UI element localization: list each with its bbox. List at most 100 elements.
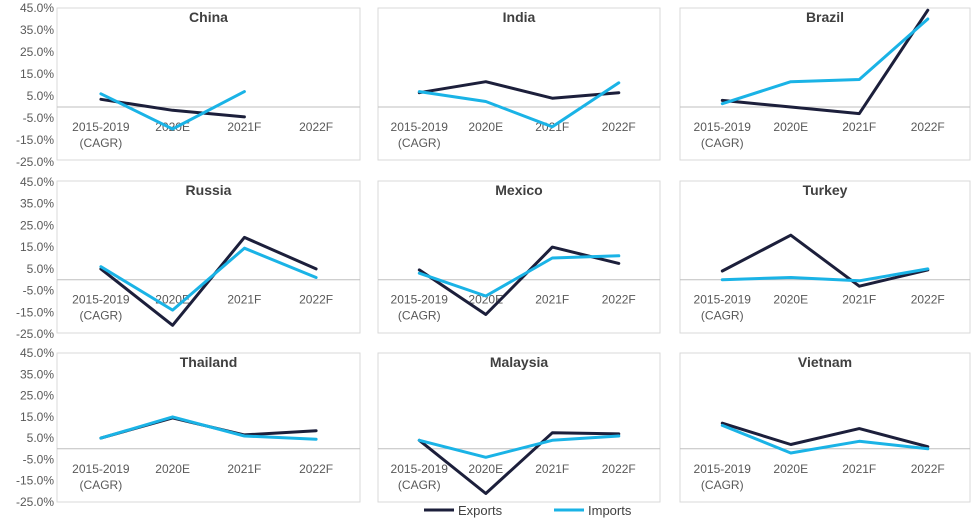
series-line-exports bbox=[417, 245, 621, 316]
x-tick-label: 2020E bbox=[468, 462, 503, 476]
x-tick-label: 2021F bbox=[227, 462, 261, 476]
x-tick-label: 2021F bbox=[535, 293, 569, 307]
y-tick-label: 45.0% bbox=[20, 346, 54, 360]
y-tick-label: -25.0% bbox=[16, 155, 54, 169]
series-line-imports bbox=[99, 415, 318, 441]
series-line-imports bbox=[417, 434, 621, 459]
x-tick-label: 2022F bbox=[911, 293, 945, 307]
panel-title: Thailand bbox=[180, 354, 238, 370]
x-tick-label: 2022F bbox=[299, 120, 333, 134]
panel-title: Malaysia bbox=[490, 354, 549, 370]
series-line-exports bbox=[99, 235, 318, 327]
x-tick-label: 2021F bbox=[535, 462, 569, 476]
legend-label-exports: Exports bbox=[458, 503, 503, 518]
panel-border bbox=[56, 352, 361, 503]
x-tick-label: 2021F bbox=[227, 293, 261, 307]
series-line-imports bbox=[417, 254, 621, 298]
x-tick-label: (CAGR) bbox=[701, 136, 744, 150]
y-tick-label: 25.0% bbox=[20, 389, 54, 403]
x-tick-label: 2022F bbox=[602, 120, 636, 134]
x-tick-label: 2015-2019 bbox=[694, 462, 752, 476]
y-tick-label: 35.0% bbox=[20, 23, 54, 37]
legend-label-imports: Imports bbox=[588, 503, 632, 518]
panel-border bbox=[377, 7, 661, 161]
y-tick-label: 45.0% bbox=[20, 1, 54, 15]
series-line-imports bbox=[720, 267, 930, 283]
x-tick-label: 2021F bbox=[842, 120, 876, 134]
x-tick-label: 2020E bbox=[773, 293, 808, 307]
y-tick-label: 15.0% bbox=[20, 67, 54, 81]
x-tick-label: 2020E bbox=[773, 120, 808, 134]
y-tick-label: 35.0% bbox=[20, 197, 54, 211]
y-tick-label: -5.0% bbox=[23, 111, 55, 125]
series-line-exports bbox=[99, 97, 246, 119]
y-tick-label: 15.0% bbox=[20, 410, 54, 424]
panel-border bbox=[377, 352, 661, 503]
y-tick-label: -25.0% bbox=[16, 495, 54, 509]
panel-title: Russia bbox=[186, 182, 232, 198]
x-tick-label: 2015-2019 bbox=[391, 462, 449, 476]
x-tick-label: 2022F bbox=[299, 462, 333, 476]
y-tick-label: 25.0% bbox=[20, 45, 54, 59]
panel-thailand: Thailand 45.0% 35.0% 25.0% 15.0% 5.0% -5.0% -15… bbox=[16, 346, 361, 509]
panel-vietnam: Vietnam 2015-2019 (CAGR) 2020E 2021F 2022F bbox=[679, 352, 971, 503]
x-tick-label: 2020E bbox=[155, 462, 190, 476]
x-tick-label: 2022F bbox=[299, 293, 333, 307]
series-line-imports bbox=[417, 81, 621, 129]
x-tick-label: 2015-2019 bbox=[72, 293, 130, 307]
x-tick-label: 2022F bbox=[911, 462, 945, 476]
panel-title: China bbox=[189, 9, 228, 25]
panel-turkey: Turkey 2015-2019 (CAGR) 2020E 2021F 2022F bbox=[679, 180, 971, 334]
panel-border bbox=[679, 7, 971, 161]
y-tick-label: 5.0% bbox=[27, 89, 55, 103]
y-tick-label: 35.0% bbox=[20, 367, 54, 381]
y-tick-label: 25.0% bbox=[20, 218, 54, 232]
panel-border bbox=[679, 352, 971, 503]
panel-title: India bbox=[503, 9, 536, 25]
x-tick-label: 2020E bbox=[773, 462, 808, 476]
y-tick-label: -15.0% bbox=[16, 133, 54, 147]
series-line-exports bbox=[720, 421, 930, 449]
x-tick-label: (CAGR) bbox=[80, 309, 123, 323]
y-tick-label: -15.0% bbox=[16, 474, 54, 488]
x-tick-label: (CAGR) bbox=[398, 309, 441, 323]
x-tick-label: 2022F bbox=[602, 293, 636, 307]
legend: Exports Imports bbox=[424, 503, 632, 518]
x-tick-label: (CAGR) bbox=[701, 478, 744, 492]
y-tick-label: -15.0% bbox=[16, 305, 54, 319]
panel-china: China 45.0% 35.0% 25.0% 15.0% 5.0% -5.0% -15.0%… bbox=[16, 1, 361, 169]
series-line-exports bbox=[417, 80, 621, 100]
x-tick-label: (CAGR) bbox=[80, 136, 123, 150]
x-tick-label: 2022F bbox=[602, 462, 636, 476]
y-tick-label: -25.0% bbox=[16, 327, 54, 341]
x-tick-label: 2015-2019 bbox=[72, 462, 130, 476]
panel-russia: Russia 45.0% 35.0% 25.0% 15.0% 5.0% -5.0% -15.0… bbox=[16, 175, 361, 341]
panel-mexico: Mexico 2015-2019 (CAGR) 2020E 2021F 2022F bbox=[377, 180, 661, 334]
x-tick-label: 2015-2019 bbox=[391, 293, 449, 307]
x-tick-label: 2021F bbox=[842, 293, 876, 307]
series-line-exports bbox=[417, 431, 621, 495]
x-tick-label: 2022F bbox=[911, 120, 945, 134]
x-tick-label: 2021F bbox=[227, 120, 261, 134]
panel-border bbox=[679, 180, 971, 334]
x-tick-label: 2020E bbox=[468, 293, 503, 307]
x-tick-label: 2015-2019 bbox=[391, 120, 449, 134]
x-tick-label: (CAGR) bbox=[398, 478, 441, 492]
x-tick-label: 2015-2019 bbox=[72, 120, 130, 134]
panel-border bbox=[56, 180, 361, 334]
panel-title: Vietnam bbox=[798, 354, 852, 370]
x-tick-label: (CAGR) bbox=[701, 309, 744, 323]
y-tick-label: 5.0% bbox=[27, 262, 55, 276]
x-tick-label: (CAGR) bbox=[80, 478, 123, 492]
series-line-exports bbox=[720, 233, 930, 288]
y-tick-label: -5.0% bbox=[23, 452, 55, 466]
series-line-imports bbox=[99, 90, 246, 131]
panel-border bbox=[377, 180, 661, 334]
series-line-imports bbox=[720, 423, 930, 455]
x-tick-label: 2020E bbox=[468, 120, 503, 134]
series-line-imports bbox=[720, 17, 930, 106]
x-tick-label: (CAGR) bbox=[398, 136, 441, 150]
x-tick-label: 2015-2019 bbox=[694, 120, 752, 134]
